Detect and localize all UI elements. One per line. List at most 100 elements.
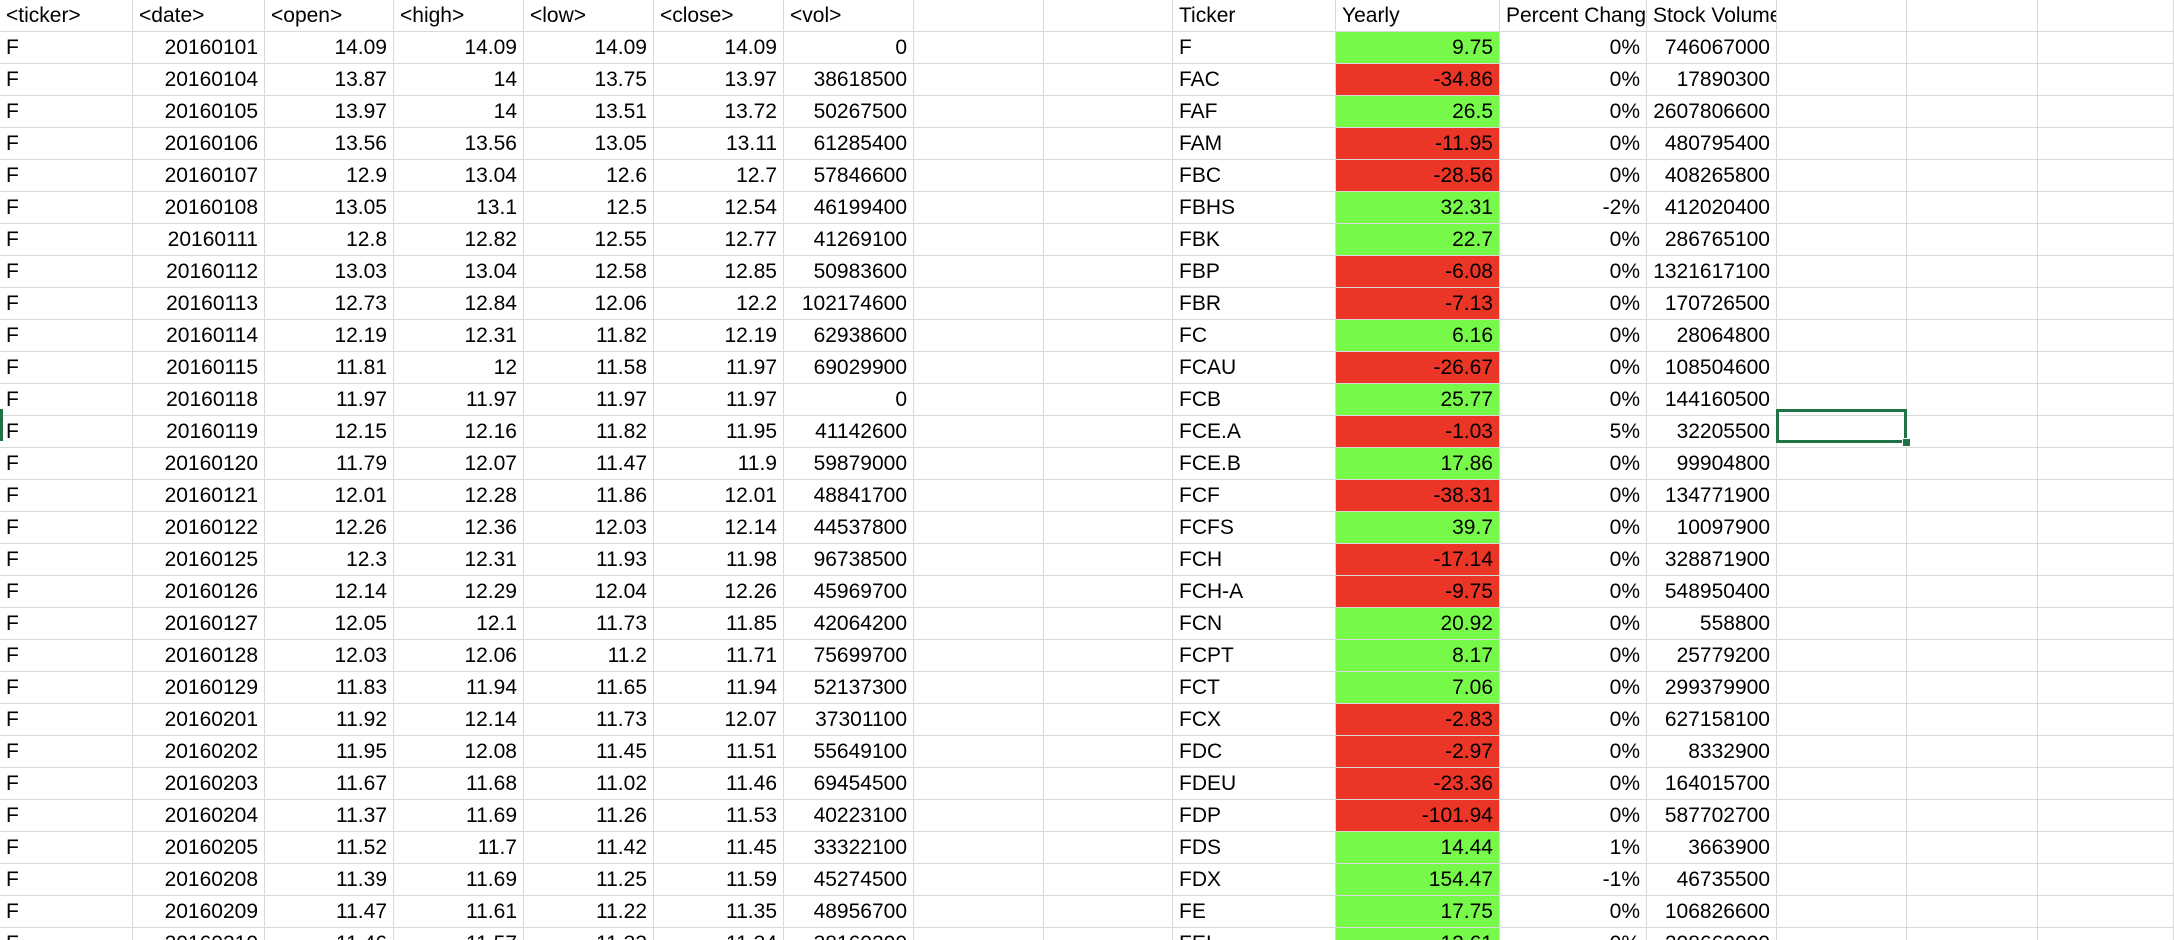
- empty-cell[interactable]: [2038, 896, 2174, 928]
- ticker-cell[interactable]: F: [0, 576, 133, 608]
- percent-change-cell[interactable]: 0%: [1500, 96, 1647, 128]
- low-cell[interactable]: 14.09: [524, 32, 654, 64]
- date-cell[interactable]: 20160204: [133, 800, 265, 832]
- empty-cell[interactable]: [914, 704, 1044, 736]
- empty-cell[interactable]: [1044, 448, 1173, 480]
- close-cell[interactable]: 12.2: [654, 288, 784, 320]
- vol-cell[interactable]: 55649100: [784, 736, 914, 768]
- empty-cell[interactable]: [1777, 736, 1907, 768]
- summary-ticker-cell[interactable]: FAM: [1173, 128, 1336, 160]
- date-cell[interactable]: 20160108: [133, 192, 265, 224]
- open-cell[interactable]: 12.19: [265, 320, 394, 352]
- yearly-change-cell[interactable]: -26.67: [1336, 352, 1500, 384]
- stock-volume-cell[interactable]: 99904800: [1647, 448, 1777, 480]
- date-cell[interactable]: 20160126: [133, 576, 265, 608]
- empty-cell[interactable]: [1044, 288, 1173, 320]
- empty-cell[interactable]: [1907, 288, 2038, 320]
- empty-cell[interactable]: [1777, 768, 1907, 800]
- empty-cell[interactable]: [1044, 896, 1173, 928]
- percent-change-cell[interactable]: 0%: [1500, 32, 1647, 64]
- date-cell[interactable]: 20160119: [133, 416, 265, 448]
- empty-cell[interactable]: [914, 256, 1044, 288]
- vol-cell[interactable]: 45969700: [784, 576, 914, 608]
- low-cell[interactable]: 11.65: [524, 672, 654, 704]
- empty-cell[interactable]: [1044, 576, 1173, 608]
- summary-ticker-cell[interactable]: FC: [1173, 320, 1336, 352]
- empty-cell[interactable]: [1777, 576, 1907, 608]
- empty-cell[interactable]: [1907, 160, 2038, 192]
- low-cell[interactable]: 11.82: [524, 320, 654, 352]
- stock-volume-cell[interactable]: 548950400: [1647, 576, 1777, 608]
- stock-volume-cell[interactable]: 627158100: [1647, 704, 1777, 736]
- close-cell[interactable]: 11.59: [654, 864, 784, 896]
- ticker-cell[interactable]: F: [0, 832, 133, 864]
- percent-change-cell[interactable]: 0%: [1500, 480, 1647, 512]
- empty-cell[interactable]: [1044, 768, 1173, 800]
- stock-volume-cell[interactable]: 10097900: [1647, 512, 1777, 544]
- high-cell[interactable]: 12.16: [394, 416, 524, 448]
- vol-cell[interactable]: 57846600: [784, 160, 914, 192]
- empty-cell[interactable]: [1044, 192, 1173, 224]
- vol-cell[interactable]: 50267500: [784, 96, 914, 128]
- low-cell[interactable]: 11.93: [524, 544, 654, 576]
- empty-cell[interactable]: [1044, 352, 1173, 384]
- empty-cell[interactable]: [1044, 320, 1173, 352]
- empty-cell[interactable]: [1907, 736, 2038, 768]
- vol-cell[interactable]: 59879000: [784, 448, 914, 480]
- yearly-change-cell[interactable]: -38.31: [1336, 480, 1500, 512]
- yearly-change-cell[interactable]: -9.75: [1336, 576, 1500, 608]
- date-cell[interactable]: 20160106: [133, 128, 265, 160]
- ticker-cell[interactable]: F: [0, 32, 133, 64]
- vol-cell[interactable]: 38160200: [784, 928, 914, 940]
- yearly-change-cell[interactable]: -2.97: [1336, 736, 1500, 768]
- summary-ticker-cell[interactable]: FEI: [1173, 928, 1336, 940]
- stock-volume-cell[interactable]: 32205500: [1647, 416, 1777, 448]
- column-header-high[interactable]: <high>: [394, 0, 524, 32]
- low-cell[interactable]: 11.02: [524, 768, 654, 800]
- percent-change-cell[interactable]: 0%: [1500, 672, 1647, 704]
- empty-cell[interactable]: [2038, 320, 2174, 352]
- empty-cell[interactable]: [914, 448, 1044, 480]
- empty-cell[interactable]: [1044, 544, 1173, 576]
- high-cell[interactable]: 11.69: [394, 800, 524, 832]
- vol-cell[interactable]: 69029900: [784, 352, 914, 384]
- close-cell[interactable]: 11.9: [654, 448, 784, 480]
- open-cell[interactable]: 11.37: [265, 800, 394, 832]
- date-cell[interactable]: 20160111: [133, 224, 265, 256]
- close-cell[interactable]: 13.97: [654, 64, 784, 96]
- ticker-cell[interactable]: F: [0, 384, 133, 416]
- close-cell[interactable]: 13.11: [654, 128, 784, 160]
- close-cell[interactable]: 12.07: [654, 704, 784, 736]
- empty-cell[interactable]: [1907, 768, 2038, 800]
- percent-change-cell[interactable]: 0%: [1500, 224, 1647, 256]
- empty-cell[interactable]: [2038, 736, 2174, 768]
- empty-cell[interactable]: [1777, 704, 1907, 736]
- empty-cell[interactable]: [1044, 640, 1173, 672]
- low-cell[interactable]: 13.75: [524, 64, 654, 96]
- ticker-cell[interactable]: F: [0, 896, 133, 928]
- selected-cell-outline[interactable]: [1776, 409, 1907, 443]
- summary-header-stock-volume[interactable]: Stock Volume: [1647, 0, 1777, 32]
- empty-cell[interactable]: [914, 64, 1044, 96]
- empty-cell[interactable]: [1044, 864, 1173, 896]
- date-cell[interactable]: 20160122: [133, 512, 265, 544]
- empty-cell[interactable]: [1907, 512, 2038, 544]
- date-cell[interactable]: 20160114: [133, 320, 265, 352]
- percent-change-cell[interactable]: 1%: [1500, 832, 1647, 864]
- yearly-change-cell[interactable]: 12.61: [1336, 928, 1500, 940]
- empty-cell[interactable]: [1907, 896, 2038, 928]
- summary-ticker-cell[interactable]: FCF: [1173, 480, 1336, 512]
- summary-ticker-cell[interactable]: F: [1173, 32, 1336, 64]
- open-cell[interactable]: 12.14: [265, 576, 394, 608]
- summary-ticker-cell[interactable]: FDC: [1173, 736, 1336, 768]
- empty-cell[interactable]: [1907, 448, 2038, 480]
- empty-cell[interactable]: [2038, 448, 2174, 480]
- percent-change-cell[interactable]: 0%: [1500, 544, 1647, 576]
- vol-cell[interactable]: 50983600: [784, 256, 914, 288]
- high-cell[interactable]: 11.57: [394, 928, 524, 940]
- low-cell[interactable]: 13.05: [524, 128, 654, 160]
- summary-ticker-cell[interactable]: FCAU: [1173, 352, 1336, 384]
- vol-cell[interactable]: 0: [784, 32, 914, 64]
- empty-cell[interactable]: [2038, 800, 2174, 832]
